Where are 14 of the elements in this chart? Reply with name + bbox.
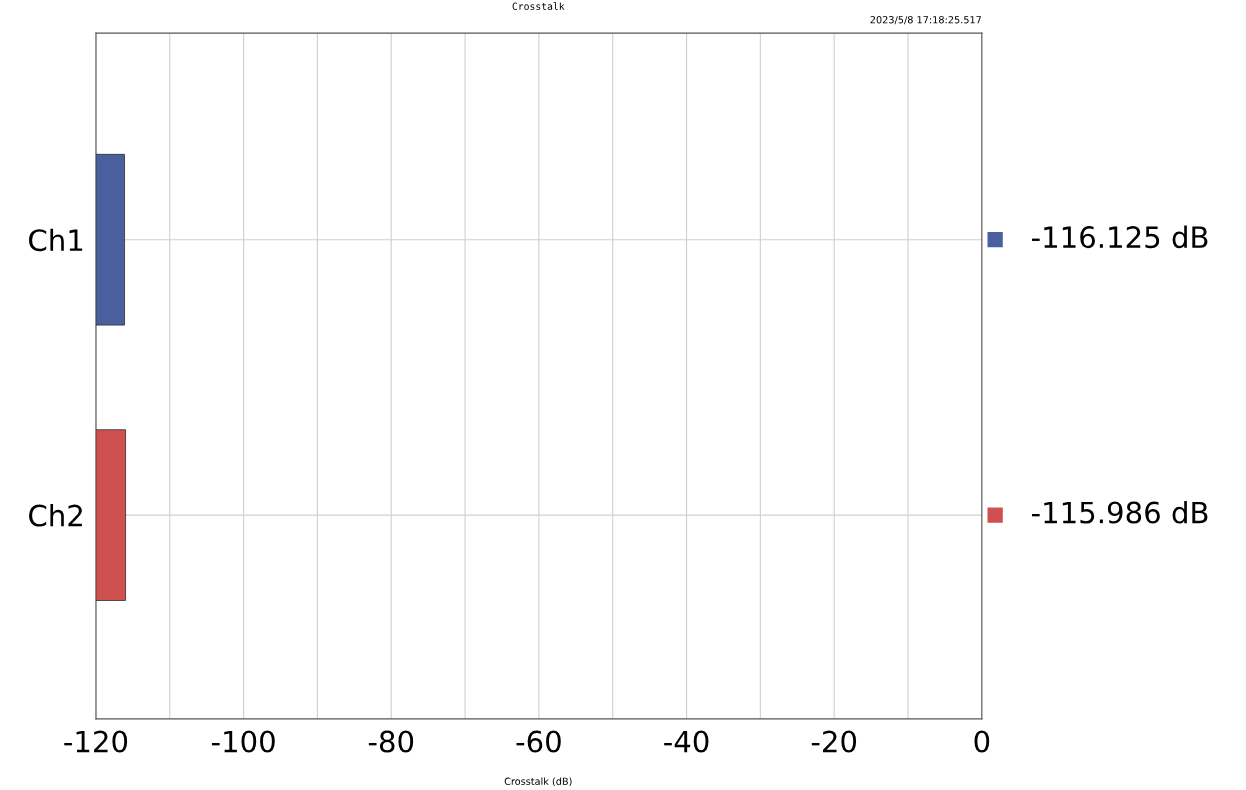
- x-tick-label: -120: [64, 730, 128, 753]
- data-label: -116.125 dB: [1032, 225, 1208, 249]
- y-tick-label: Ch1: [29, 228, 83, 252]
- x-tick-label: -100: [211, 730, 275, 753]
- x-axis-title: Crosstalk (dB): [504, 777, 572, 787]
- text: 2023/5/8 17:18:25.517: [870, 16, 982, 25]
- data-label: -115.986 dB: [1032, 501, 1208, 524]
- x-tick-label: 0: [974, 730, 990, 753]
- x-tick-label: -40: [664, 730, 709, 753]
- y-tick-label: Ch2: [29, 504, 82, 527]
- x-tick-label: -60: [516, 730, 561, 753]
- x-tick-label: -80: [368, 730, 414, 753]
- chart-title: Crosstalk: [512, 2, 565, 10]
- x-tick-label: -20: [811, 730, 857, 753]
